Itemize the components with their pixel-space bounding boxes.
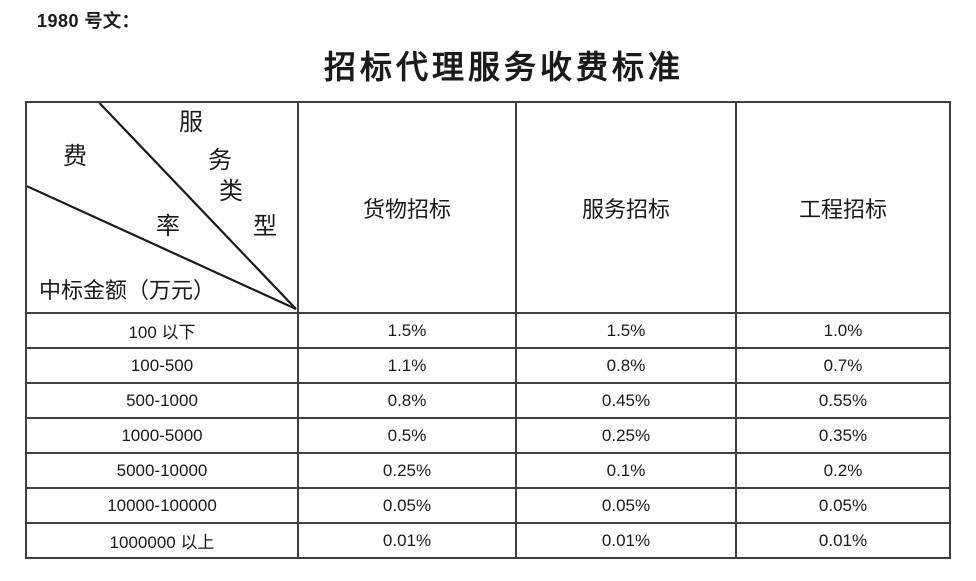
corner-rate-char: 率 [156,214,180,240]
table-row: 1000000 以上 0.01% 0.01% 0.01% [25,522,951,559]
rate-cell: 0.35% [735,417,951,454]
amount-range-cell: 500-1000 [25,382,299,419]
rate-cell: 0.25% [515,417,737,454]
amount-range-cell: 5000-10000 [25,452,299,489]
rate-cell: 0.2% [735,452,951,489]
corner-fee-char: 费 [63,144,87,170]
rate-cell: 0.05% [515,487,737,524]
diagonal-header-cell: 费 率 服 务 类 型 中标金额（万元） [25,101,299,314]
rate-cell: 0.45% [515,382,737,419]
page-title: 招标代理服务收费标准 [323,49,684,85]
amount-range-cell: 1000000 以上 [25,522,299,559]
table-row: 10000-100000 0.05% 0.05% 0.05% [25,487,951,524]
rate-cell: 0.8% [297,382,517,419]
column-header-service-bidding: 服务招标 [515,101,737,314]
rate-cell: 0.05% [735,487,951,524]
diagonal-divider-lines [27,103,297,311]
corner-service-char-3: 类 [219,179,243,205]
amount-range-cell: 10000-100000 [25,487,299,524]
rate-cell: 1.5% [515,312,737,349]
column-header-works-bidding: 工程招标 [735,101,951,314]
rate-cell: 0.55% [735,382,951,419]
table-row: 1000-5000 0.5% 0.25% 0.35% [25,417,951,454]
rate-cell: 1.5% [297,312,517,349]
amount-axis-label: 中标金额（万元） [39,278,216,303]
rate-cell: 1.0% [735,312,951,349]
fee-standard-table: 费 率 服 务 类 型 中标金额（万元） 货物招标 服务招标 工程招标 100 … [25,101,951,559]
amount-range-cell: 100-500 [25,347,299,384]
rate-cell: 0.7% [735,347,951,384]
rate-cell: 0.1% [515,452,737,489]
rate-cell: 1.1% [297,347,517,384]
rate-cell: 0.01% [515,522,737,559]
rate-cell: 0.5% [297,417,517,454]
table-row: 500-1000 0.8% 0.45% 0.55% [25,382,951,419]
table-row: 100 以下 1.5% 1.5% 1.0% [25,312,951,349]
rate-cell: 0.01% [297,522,517,559]
corner-service-char-1: 服 [179,110,203,136]
table-row: 100-500 1.1% 0.8% 0.7% [25,347,951,384]
corner-service-char-4: 型 [253,214,277,240]
rate-cell: 0.25% [297,452,517,489]
rate-cell: 0.01% [735,522,951,559]
rate-cell: 0.05% [297,487,517,524]
rate-cell: 0.8% [515,347,737,384]
amount-range-cell: 1000-5000 [25,417,299,454]
amount-range-cell: 100 以下 [25,312,299,349]
corner-service-char-2: 务 [208,148,232,174]
table-header-row: 费 率 服 务 类 型 中标金额（万元） 货物招标 服务招标 工程招标 [25,101,951,314]
doc-reference-number: 1980 号文： [37,11,141,31]
table-row: 5000-10000 0.25% 0.1% 0.2% [25,452,951,489]
column-header-goods-bidding: 货物招标 [297,101,517,314]
